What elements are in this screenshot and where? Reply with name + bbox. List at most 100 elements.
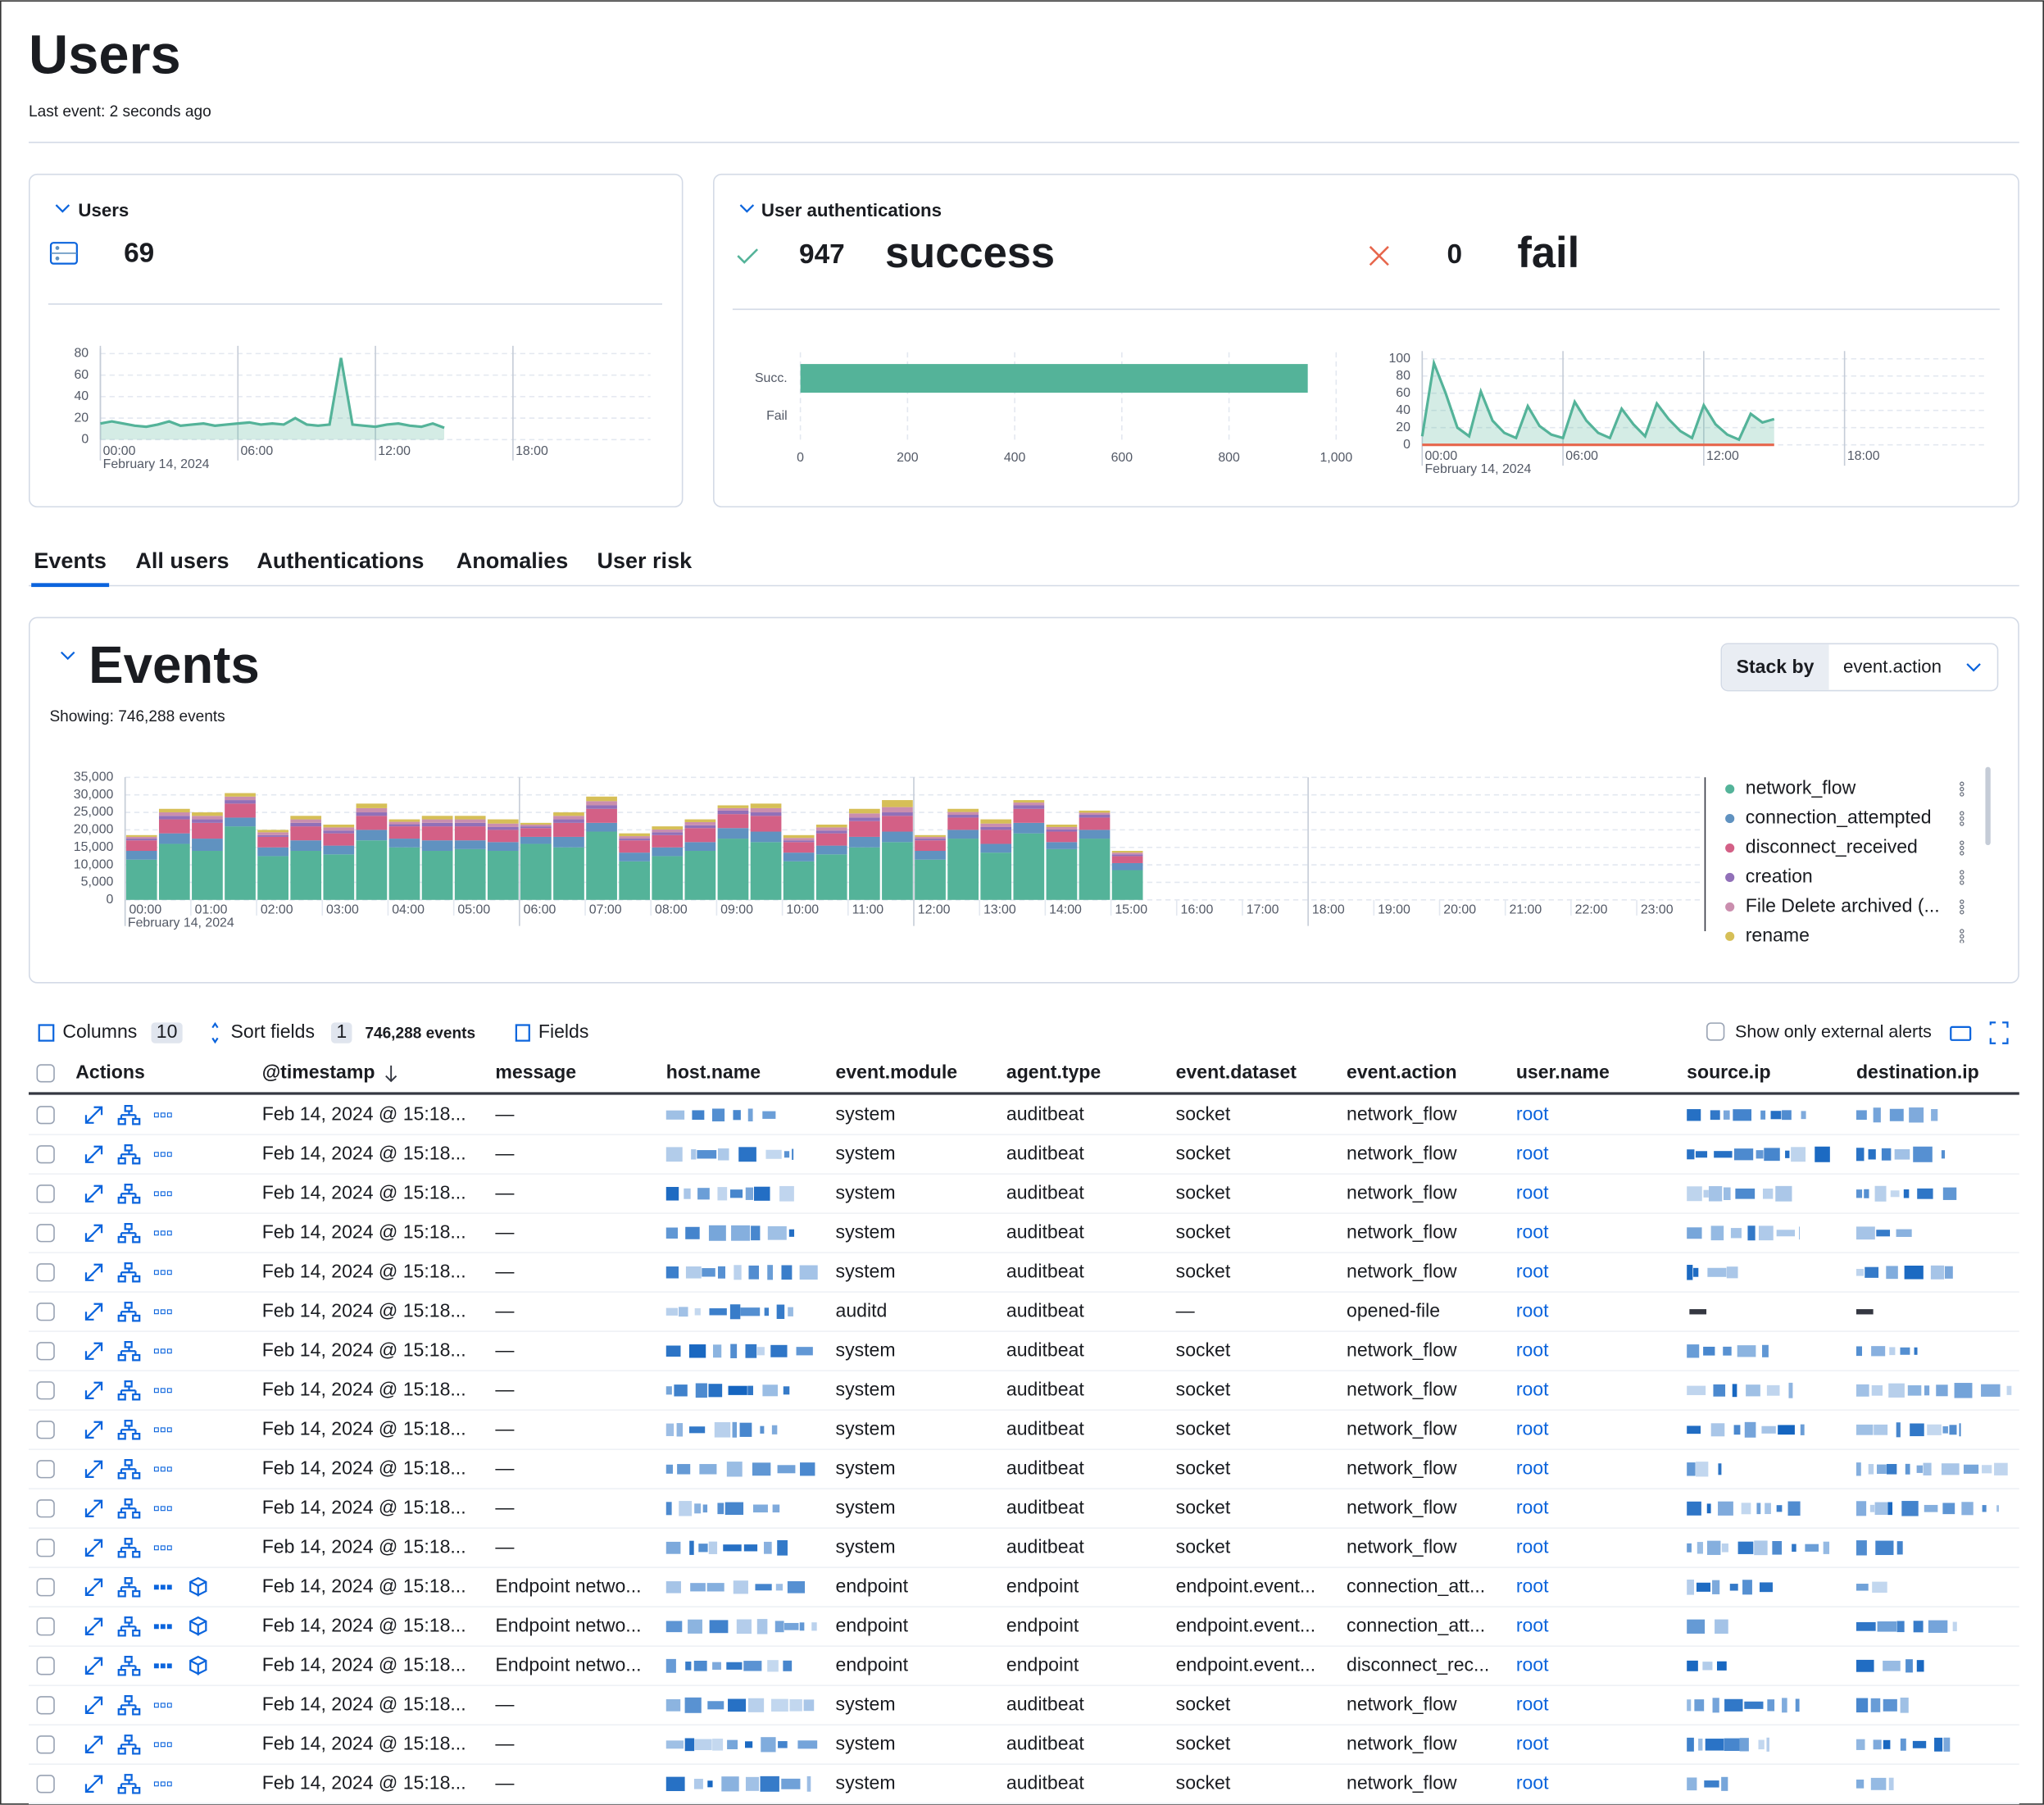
more-dot[interactable] xyxy=(160,1309,166,1315)
row-checkbox[interactable] xyxy=(36,1145,55,1164)
user-link[interactable]: root xyxy=(1516,1575,1549,1596)
more-dot[interactable] xyxy=(153,1191,159,1197)
row-checkbox[interactable] xyxy=(36,1303,55,1321)
analyze-icon[interactable] xyxy=(117,1459,141,1480)
user-link[interactable]: root xyxy=(1516,1378,1549,1399)
column-header[interactable]: event.dataset xyxy=(1176,1061,1297,1082)
column-header[interactable]: host.name xyxy=(666,1061,761,1082)
column-header[interactable]: destination.ip xyxy=(1856,1061,1979,1082)
tab[interactable]: Events xyxy=(34,548,107,573)
column-header[interactable]: event.module xyxy=(836,1061,958,1082)
more-dot[interactable] xyxy=(153,1112,159,1118)
user-link[interactable]: root xyxy=(1516,1693,1549,1714)
expand-icon[interactable] xyxy=(84,1421,103,1439)
expand-icon[interactable] xyxy=(84,1381,103,1399)
more-dot[interactable] xyxy=(166,1230,172,1236)
analyze-icon[interactable] xyxy=(117,1616,141,1637)
expand-icon[interactable] xyxy=(84,1657,103,1675)
user-link[interactable]: root xyxy=(1516,1221,1549,1242)
analyze-icon[interactable] xyxy=(117,1144,141,1165)
more-dot[interactable] xyxy=(153,1781,159,1787)
tab[interactable]: All users xyxy=(135,548,229,573)
analyze-icon[interactable] xyxy=(117,1420,141,1440)
analyze-icon[interactable] xyxy=(117,1105,141,1125)
row-checkbox[interactable] xyxy=(36,1342,55,1361)
expand-icon[interactable] xyxy=(84,1539,103,1557)
sort-button[interactable]: Sort fields xyxy=(231,1021,315,1042)
more-dot[interactable] xyxy=(166,1466,172,1472)
analyze-icon[interactable] xyxy=(117,1538,141,1558)
more-dot[interactable] xyxy=(160,1663,166,1669)
legend-scrollbar[interactable] xyxy=(1985,766,1991,846)
user-link[interactable]: root xyxy=(1516,1457,1549,1478)
more-dot[interactable] xyxy=(153,1703,159,1708)
more-dot[interactable] xyxy=(153,1388,159,1394)
more-dot[interactable] xyxy=(166,1742,172,1748)
column-header[interactable]: user.name xyxy=(1516,1061,1610,1082)
more-dot[interactable] xyxy=(153,1466,159,1472)
row-checkbox[interactable] xyxy=(36,1499,55,1518)
row-checkbox[interactable] xyxy=(36,1578,55,1597)
row-checkbox[interactable] xyxy=(36,1381,55,1400)
collapse-icon[interactable] xyxy=(739,204,755,213)
more-dot[interactable] xyxy=(160,1427,166,1433)
legend-label[interactable]: rename xyxy=(1746,924,1810,945)
row-checkbox[interactable] xyxy=(36,1106,55,1125)
more-dot[interactable] xyxy=(166,1309,172,1315)
more-dot[interactable] xyxy=(160,1506,166,1512)
fields-button[interactable]: Fields xyxy=(538,1021,588,1042)
expand-icon[interactable] xyxy=(84,1303,103,1321)
column-header[interactable]: agent.type xyxy=(1006,1061,1101,1082)
more-dot[interactable] xyxy=(153,1584,159,1590)
more-dot[interactable] xyxy=(166,1506,172,1512)
analyze-icon[interactable] xyxy=(117,1577,141,1598)
more-dot[interactable] xyxy=(153,1742,159,1748)
more-dot[interactable] xyxy=(153,1624,159,1630)
user-link[interactable]: root xyxy=(1516,1103,1549,1124)
user-link[interactable]: root xyxy=(1516,1142,1549,1163)
user-link[interactable]: root xyxy=(1516,1181,1549,1203)
more-dot[interactable] xyxy=(166,1781,172,1787)
more-dot[interactable] xyxy=(153,1309,159,1315)
user-link[interactable]: root xyxy=(1516,1732,1549,1753)
collapse-icon[interactable] xyxy=(60,651,75,661)
expand-icon[interactable] xyxy=(84,1696,103,1714)
stack-by-control[interactable]: Stack by event.action xyxy=(1720,643,1999,692)
legend-label[interactable]: creation xyxy=(1746,866,1813,887)
expand-icon[interactable] xyxy=(84,1342,103,1360)
tab[interactable]: Authentications xyxy=(257,548,424,573)
analyze-icon[interactable] xyxy=(117,1262,141,1283)
more-dot[interactable] xyxy=(160,1388,166,1394)
analyze-icon[interactable] xyxy=(117,1498,141,1519)
tab[interactable]: User risk xyxy=(597,548,693,573)
expand-icon[interactable] xyxy=(84,1106,103,1124)
expand-icon[interactable] xyxy=(84,1775,103,1793)
more-dot[interactable] xyxy=(153,1506,159,1512)
analyze-icon[interactable] xyxy=(117,1223,141,1243)
more-dot[interactable] xyxy=(166,1584,172,1590)
more-dot[interactable] xyxy=(160,1112,166,1118)
row-checkbox[interactable] xyxy=(36,1224,55,1243)
legend-label[interactable]: connection_attempted xyxy=(1746,807,1932,828)
row-checkbox[interactable] xyxy=(36,1775,55,1794)
user-link[interactable]: root xyxy=(1516,1260,1549,1281)
row-checkbox[interactable] xyxy=(36,1539,55,1557)
columns-button[interactable]: Columns xyxy=(62,1021,137,1042)
more-dot[interactable] xyxy=(166,1624,172,1630)
user-link[interactable]: root xyxy=(1516,1339,1549,1360)
user-link[interactable]: root xyxy=(1516,1417,1549,1439)
more-dot[interactable] xyxy=(166,1270,172,1275)
row-checkbox[interactable] xyxy=(36,1696,55,1715)
session-icon[interactable] xyxy=(189,1576,207,1597)
expand-icon[interactable] xyxy=(84,1145,103,1163)
more-dot[interactable] xyxy=(166,1191,172,1197)
more-dot[interactable] xyxy=(160,1230,166,1236)
columns-icon[interactable] xyxy=(38,1024,55,1042)
user-link[interactable]: root xyxy=(1516,1614,1549,1635)
analyze-icon[interactable] xyxy=(117,1302,141,1322)
expand-icon[interactable] xyxy=(84,1224,103,1242)
expand-icon[interactable] xyxy=(84,1578,103,1596)
more-dot[interactable] xyxy=(153,1270,159,1275)
more-dot[interactable] xyxy=(160,1742,166,1748)
more-dot[interactable] xyxy=(160,1584,166,1590)
